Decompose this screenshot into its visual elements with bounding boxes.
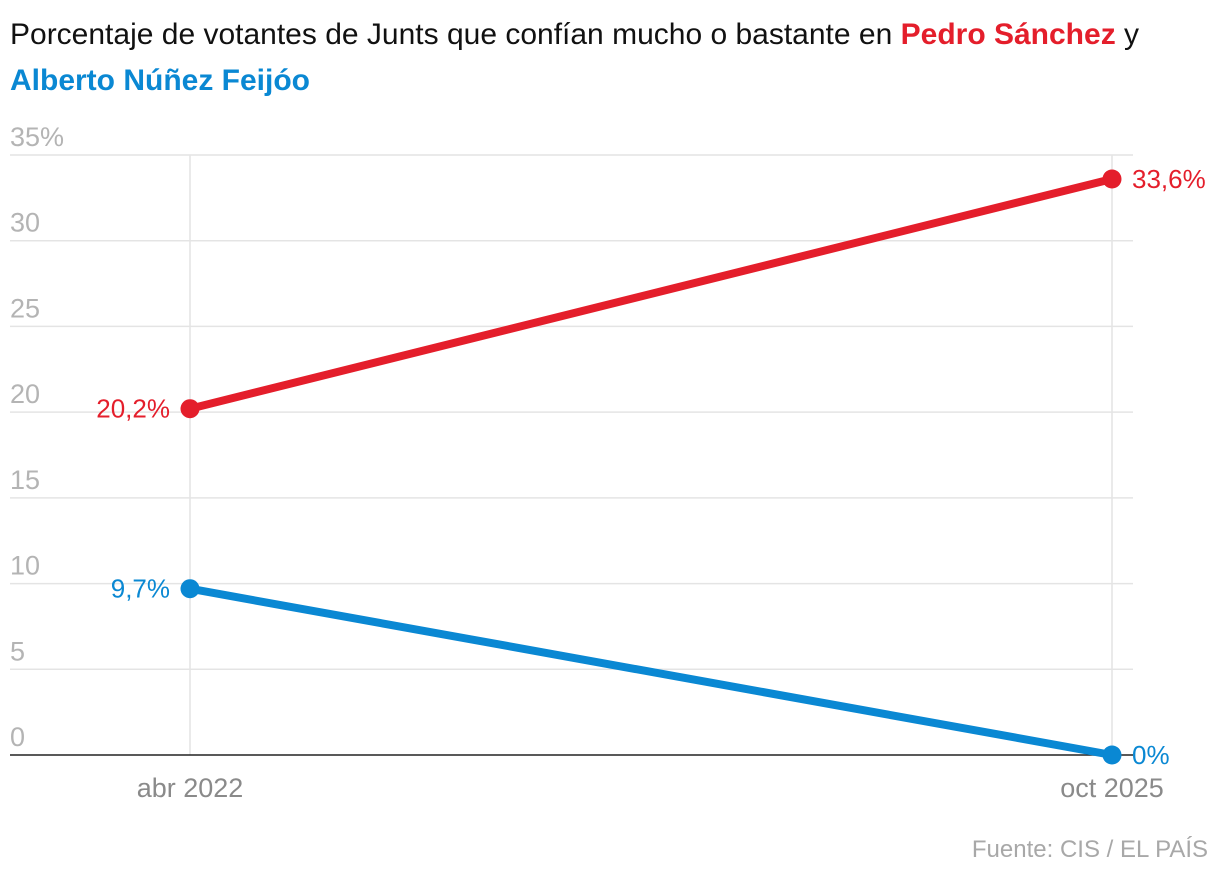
data-label: 0%	[1132, 740, 1170, 770]
data-point	[180, 399, 200, 419]
title-feijoo: Alberto Núñez Feijóo	[10, 64, 310, 97]
y-tick-label: 25	[10, 293, 40, 323]
chart-title: Porcentaje de votantes de Junts que conf…	[10, 12, 1200, 104]
title-sanchez: Pedro Sánchez	[900, 18, 1116, 51]
title-joiner: y	[1115, 18, 1140, 51]
y-tick-label: 5	[10, 636, 25, 666]
data-label: 20,2%	[96, 394, 170, 424]
series-line	[186, 175, 1116, 413]
x-tick-label: oct 2025	[1060, 773, 1164, 803]
source-note: Fuente: CIS / EL PAÍS	[971, 836, 1208, 863]
data-label: 33,6%	[1132, 164, 1206, 194]
series-line	[186, 584, 1116, 759]
data-point	[1102, 745, 1122, 765]
title-prefix: Porcentaje de votantes de Junts que conf…	[10, 18, 901, 51]
data-label: 9,7%	[111, 574, 170, 604]
y-tick-label: 20	[10, 379, 40, 409]
data-point	[180, 579, 200, 599]
y-tick-label: 35%	[10, 122, 64, 152]
y-tick-label: 10	[10, 551, 40, 581]
y-tick-label: 15	[10, 465, 40, 495]
y-tick-label: 30	[10, 208, 40, 238]
y-tick-label: 0	[10, 722, 25, 752]
x-tick-label: abr 2022	[137, 773, 244, 803]
data-point	[1102, 169, 1122, 189]
